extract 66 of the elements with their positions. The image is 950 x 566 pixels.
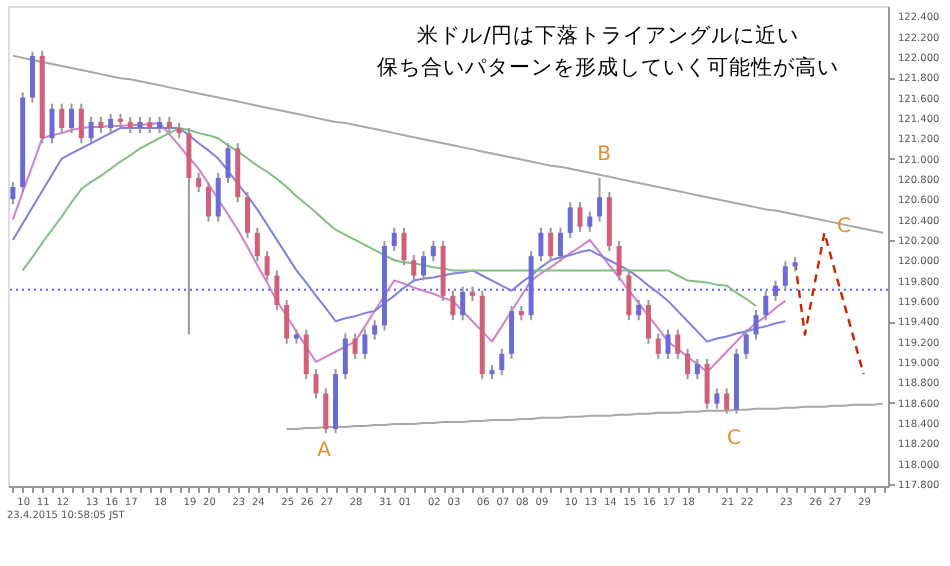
candlestick	[205, 180, 211, 223]
annotation: C	[837, 216, 852, 238]
candlestick	[59, 102, 65, 135]
candlestick	[264, 250, 270, 282]
candlestick	[78, 102, 84, 145]
candlestick	[284, 298, 290, 345]
candlestick	[782, 260, 788, 292]
candlestick	[460, 285, 466, 322]
candlestick	[704, 357, 710, 410]
candlestick	[675, 328, 681, 360]
candlestick	[49, 102, 55, 145]
candlestick	[616, 239, 622, 282]
candlestick	[215, 171, 221, 223]
candlestick	[577, 201, 583, 233]
candlestick	[538, 226, 544, 263]
candlestick	[694, 357, 700, 381]
candlestick	[245, 191, 251, 239]
candlestick	[567, 201, 573, 239]
candlestick	[665, 328, 671, 360]
candlestick	[773, 279, 779, 302]
candlestick	[186, 127, 192, 336]
candlestick	[411, 254, 417, 282]
candlestick	[274, 269, 280, 312]
candlestick	[753, 309, 759, 341]
candlestick	[108, 112, 114, 135]
candlestick	[401, 226, 407, 267]
candlestick	[743, 328, 749, 360]
line-series	[21, 127, 757, 307]
candlestick	[352, 332, 358, 360]
candlestick	[548, 226, 554, 263]
candlestick	[225, 142, 231, 184]
candlestick	[254, 226, 260, 263]
annotation: 米ドル/円は下落トライアングルに近い保ち合いパターンを形成していく可能性が高い	[377, 22, 839, 80]
candlestick	[557, 226, 563, 263]
candlestick	[313, 368, 319, 400]
candlestick	[29, 50, 35, 104]
candlestick	[323, 387, 329, 435]
candlestick	[303, 328, 309, 381]
annotation: B	[597, 144, 612, 166]
candlestick	[509, 305, 515, 360]
candlestick	[587, 210, 593, 233]
candlestick	[636, 298, 642, 322]
annotation: A	[317, 440, 332, 462]
candlestick	[391, 226, 397, 253]
candlestick	[645, 298, 651, 345]
candlestick	[69, 102, 75, 135]
candlestick	[499, 347, 505, 377]
candlestick	[626, 269, 632, 322]
candlestick	[372, 319, 378, 341]
candlestick	[362, 328, 368, 360]
line-series	[793, 231, 865, 376]
annotation: C	[727, 428, 742, 450]
candlestick	[714, 387, 720, 410]
candlestick	[724, 387, 730, 415]
candlestick	[430, 239, 436, 263]
candlestick	[763, 289, 769, 322]
candlestick	[421, 250, 427, 282]
candlestick	[655, 332, 661, 360]
candlestick	[196, 171, 202, 194]
candlestick	[450, 289, 456, 322]
candlestick	[10, 180, 16, 206]
candlestick	[342, 332, 348, 381]
candlestick	[88, 115, 94, 145]
candlestick	[685, 347, 691, 381]
candlestick	[597, 176, 603, 223]
line-series	[11, 54, 885, 234]
